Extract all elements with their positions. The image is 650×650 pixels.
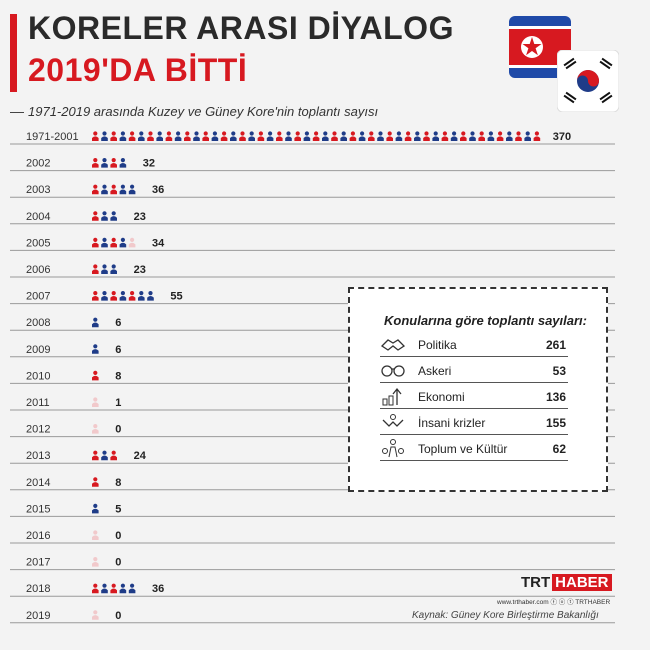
category-label: 2008	[26, 317, 50, 329]
category-label: 2014	[26, 477, 50, 489]
category-label: 2010	[26, 370, 50, 382]
source-note: Kaynak: Güney Kore Birleştirme Bakanlığı	[412, 610, 599, 621]
value-label: 23	[134, 211, 146, 223]
value-label: 0	[115, 610, 121, 622]
trt-haber-logo: TRT HABER	[521, 574, 612, 591]
bar-2009	[92, 344, 99, 354]
bar-2015	[92, 503, 99, 514]
bar-2018	[92, 583, 136, 594]
bar-2004	[92, 211, 117, 221]
category-label: 2003	[26, 184, 50, 196]
bar-2013	[92, 450, 117, 461]
topics-panel: Konularına göre toplantı sayıları: Polit…	[348, 287, 608, 492]
category-label: 1971-2001	[26, 131, 79, 143]
topic-label: Askeri	[418, 364, 452, 378]
bar-2008	[92, 317, 99, 328]
subtitle-rule	[10, 112, 24, 113]
category-label: 2002	[26, 158, 50, 170]
binoculars-icon	[381, 365, 405, 377]
bar-2014	[92, 477, 99, 487]
value-label: 55	[170, 291, 182, 303]
title-accent-bar	[10, 14, 17, 92]
topic-value: 53	[552, 364, 566, 378]
bar-2012	[92, 424, 99, 434]
value-label: 32	[143, 158, 155, 170]
topic-row-society: Toplum ve Kültür 62	[380, 438, 568, 461]
value-label: 8	[115, 370, 121, 382]
topic-value: 62	[552, 442, 566, 456]
bar-2016	[92, 530, 99, 540]
topic-row-economy: Ekonomi 136	[380, 386, 568, 409]
page-title-highlight: 2019'DA BİTTİ	[28, 52, 248, 88]
category-label: 2015	[26, 503, 50, 515]
category-label: 2016	[26, 530, 50, 542]
value-label: 24	[134, 450, 147, 462]
category-label: 2011	[26, 397, 50, 409]
category-label: 2005	[26, 237, 50, 249]
bar-2017	[92, 557, 99, 567]
value-label: 23	[134, 264, 146, 276]
topic-label: Ekonomi	[418, 390, 465, 404]
category-label: 2012	[26, 424, 50, 436]
topic-label: Politika	[418, 338, 457, 352]
bar-2006	[92, 264, 117, 274]
category-label: 2013	[26, 450, 50, 462]
value-label: 5	[115, 503, 121, 515]
category-label: 2018	[26, 583, 50, 595]
value-label: 370	[553, 131, 571, 143]
south-korea-flag-icon	[557, 50, 619, 112]
topic-row-military: Askeri 53	[380, 360, 568, 383]
value-label: 36	[152, 184, 164, 196]
value-label: 8	[115, 477, 121, 489]
bar-2010	[92, 370, 99, 381]
growth-chart-icon	[382, 387, 402, 406]
bar-2007	[92, 291, 154, 301]
category-label: 2006	[26, 264, 50, 276]
bar-2019	[92, 610, 99, 620]
bar-1971-2001	[92, 131, 541, 141]
value-label: 6	[115, 344, 121, 356]
category-label: 2019	[26, 610, 50, 622]
category-label: 2007	[26, 291, 50, 303]
value-label: 0	[115, 424, 121, 436]
topic-value: 136	[545, 390, 566, 404]
social-handles: www.trthaber.com ⓕ ⓞ ⓣ TRTHABER	[497, 599, 611, 606]
category-label: 2017	[26, 557, 50, 569]
category-label: 2004	[26, 211, 50, 223]
bar-2003	[92, 184, 136, 195]
value-label: 1	[115, 397, 121, 409]
topic-label: İnsani krizler	[418, 416, 486, 430]
hands-icon	[382, 414, 404, 427]
value-label: 0	[115, 557, 121, 569]
topic-row-humanitarian: İnsani krizler 155	[380, 412, 568, 435]
chart-subtitle: 1971-2019 arasında Kuzey ve Güney Kore'n…	[28, 104, 379, 119]
value-label: 0	[115, 530, 121, 542]
page-title: KORELER ARASI DİYALOG	[28, 10, 454, 46]
topic-label: Toplum ve Kültür	[418, 442, 508, 456]
value-label: 34	[152, 237, 165, 249]
value-label: 36	[152, 583, 164, 595]
topic-value: 155	[545, 416, 566, 430]
topic-value: 261	[545, 338, 566, 352]
handshake-icon	[380, 339, 406, 351]
people-icon	[382, 439, 404, 458]
category-label: 2009	[26, 344, 50, 356]
topic-row-politics: Politika 261	[380, 334, 568, 357]
bar-2005	[92, 237, 136, 248]
value-label: 6	[115, 317, 121, 329]
bar-2002	[92, 158, 127, 168]
bar-2011	[92, 397, 99, 407]
topics-panel-title: Konularına göre toplantı sayıları:	[384, 313, 587, 328]
